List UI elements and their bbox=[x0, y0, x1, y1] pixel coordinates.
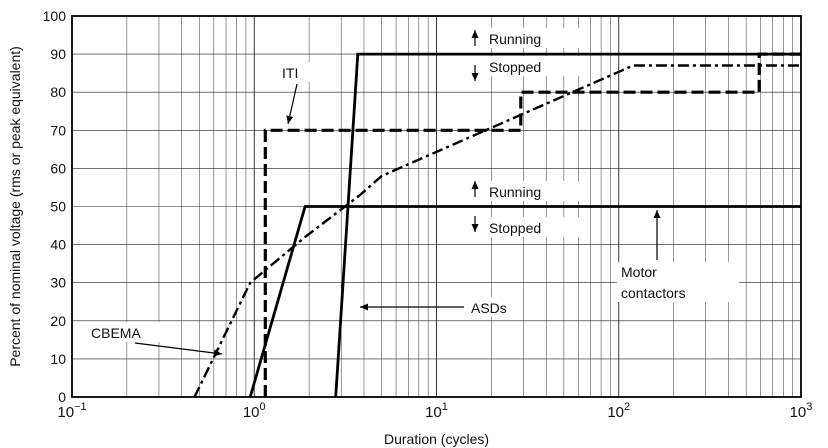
label-background bbox=[279, 62, 313, 82]
annotation-motor1: Motor bbox=[621, 264, 657, 280]
label-background bbox=[486, 56, 582, 76]
arrow-cbema bbox=[134, 342, 223, 355]
tick-labels: 0 10 20 30 40 50 60 70 80 90 100 10−1 100 101 102 103 bbox=[43, 8, 813, 421]
arrow-stopped-upper-head bbox=[471, 73, 479, 81]
arrow-cbema-head bbox=[213, 349, 222, 357]
annotation-run_lower: Running bbox=[489, 184, 541, 200]
arrow-motor-contactors-head bbox=[653, 210, 661, 218]
annotation-asds: ASDs bbox=[471, 300, 507, 316]
annotation-iti: ITI bbox=[282, 65, 298, 81]
x-tick-label: 101 bbox=[425, 401, 448, 421]
series-layer bbox=[193, 52, 801, 398]
annotation-motor2: contactors bbox=[621, 285, 686, 301]
arrow-running-upper-head bbox=[471, 30, 479, 38]
label-background bbox=[468, 297, 518, 317]
series-line-motor-contactors bbox=[248, 205, 801, 398]
y-tick-label: 40 bbox=[50, 237, 66, 253]
y-tick-label: 90 bbox=[50, 46, 66, 62]
x-axis-label: Duration (cycles) bbox=[384, 431, 489, 447]
arrow-running-lower-head bbox=[471, 181, 479, 189]
label-background bbox=[486, 217, 582, 237]
y-tick-label: 70 bbox=[50, 122, 66, 138]
annotation-run_upper: Running bbox=[489, 31, 541, 47]
annotation-layer: Running Stopped Running Stopped ITI CBEMA ASDs… bbox=[88, 28, 739, 357]
arrow-stopped-lower-head bbox=[471, 224, 479, 232]
y-tick-label: 60 bbox=[50, 160, 66, 176]
label-background bbox=[617, 262, 739, 302]
annotation-stop_lower: Stopped bbox=[489, 220, 541, 236]
y-tick-label: 20 bbox=[50, 313, 66, 329]
y-tick-label: 100 bbox=[43, 8, 67, 24]
y-tick-label: 10 bbox=[50, 351, 66, 367]
arrow-iti-head bbox=[286, 115, 294, 124]
x-tick-label: 103 bbox=[790, 401, 813, 421]
y-tick-label: 80 bbox=[50, 84, 66, 100]
y-axis-label: Percent of nominal voltage (rms or peak … bbox=[7, 46, 23, 367]
label-background bbox=[486, 181, 582, 201]
series-line-asds bbox=[334, 52, 801, 398]
annotation-cbema: CBEMA bbox=[91, 325, 141, 341]
x-tick-label: 10−1 bbox=[57, 401, 86, 421]
arrow-asds-head bbox=[360, 303, 368, 311]
y-tick-label: 0 bbox=[58, 389, 66, 405]
x-tick-label: 100 bbox=[243, 401, 266, 421]
y-tick-label: 30 bbox=[50, 275, 66, 291]
x-tick-label: 102 bbox=[607, 401, 630, 421]
annotation-stop_upper: Stopped bbox=[489, 59, 541, 75]
plot-frame bbox=[71, 15, 802, 398]
label-background bbox=[88, 322, 168, 342]
y-tick-label: 50 bbox=[50, 199, 66, 215]
series-line-cbema bbox=[193, 64, 801, 398]
label-background bbox=[486, 28, 582, 48]
